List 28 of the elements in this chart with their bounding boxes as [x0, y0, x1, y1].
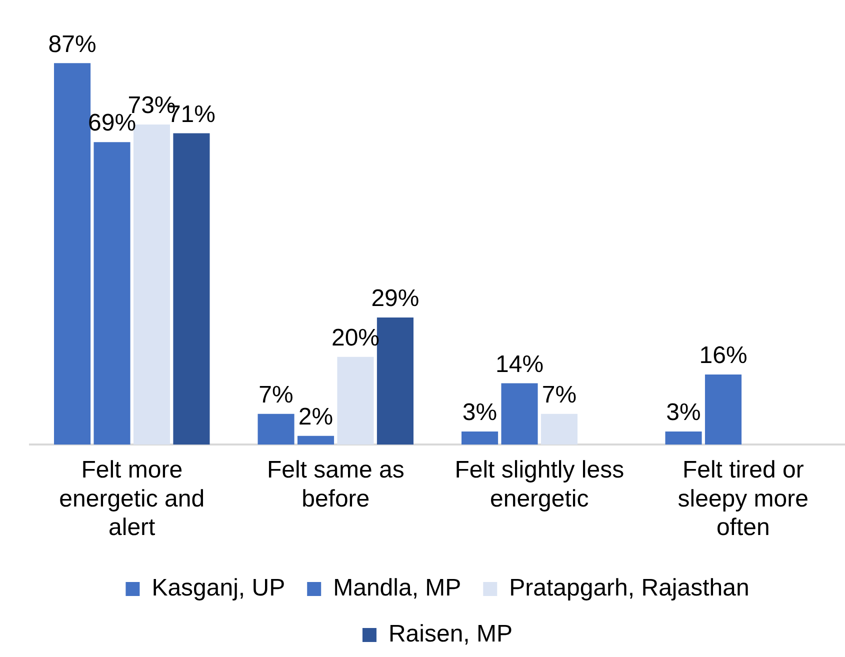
- data-label: 29%: [371, 285, 420, 312]
- data-label: 16%: [699, 342, 748, 370]
- bar: [665, 431, 702, 445]
- x-tick-label: Felt tired or sleepy more often: [678, 456, 808, 542]
- bar: [704, 374, 742, 445]
- bar: [94, 142, 130, 445]
- bar: [297, 436, 334, 445]
- data-label: 3%: [462, 399, 498, 426]
- data-label: 87%: [48, 30, 96, 58]
- legend-label: Raisen, MP: [388, 620, 513, 648]
- data-label: 7%: [542, 382, 577, 409]
- bar: [54, 63, 91, 445]
- bar: [337, 356, 374, 445]
- legend-label: Pratapgarh, Rajasthan: [509, 574, 750, 602]
- bar: [462, 431, 498, 445]
- legend-label: Kasganj, UP: [152, 574, 286, 602]
- bar: [540, 414, 578, 445]
- x-tick-label: Felt more energetic and alert: [59, 456, 205, 542]
- bar: [501, 383, 538, 445]
- data-label: 3%: [666, 399, 701, 426]
- bar: [258, 414, 294, 445]
- x-tick-label: Felt slightly less energetic: [454, 456, 624, 512]
- data-label: 7%: [258, 382, 294, 409]
- legend-label: Mandla, MP: [333, 574, 462, 602]
- x-tick-label: Felt same as before: [266, 456, 404, 512]
- data-label: 2%: [298, 403, 334, 430]
- bar: [173, 133, 210, 445]
- data-label: 14%: [495, 350, 544, 378]
